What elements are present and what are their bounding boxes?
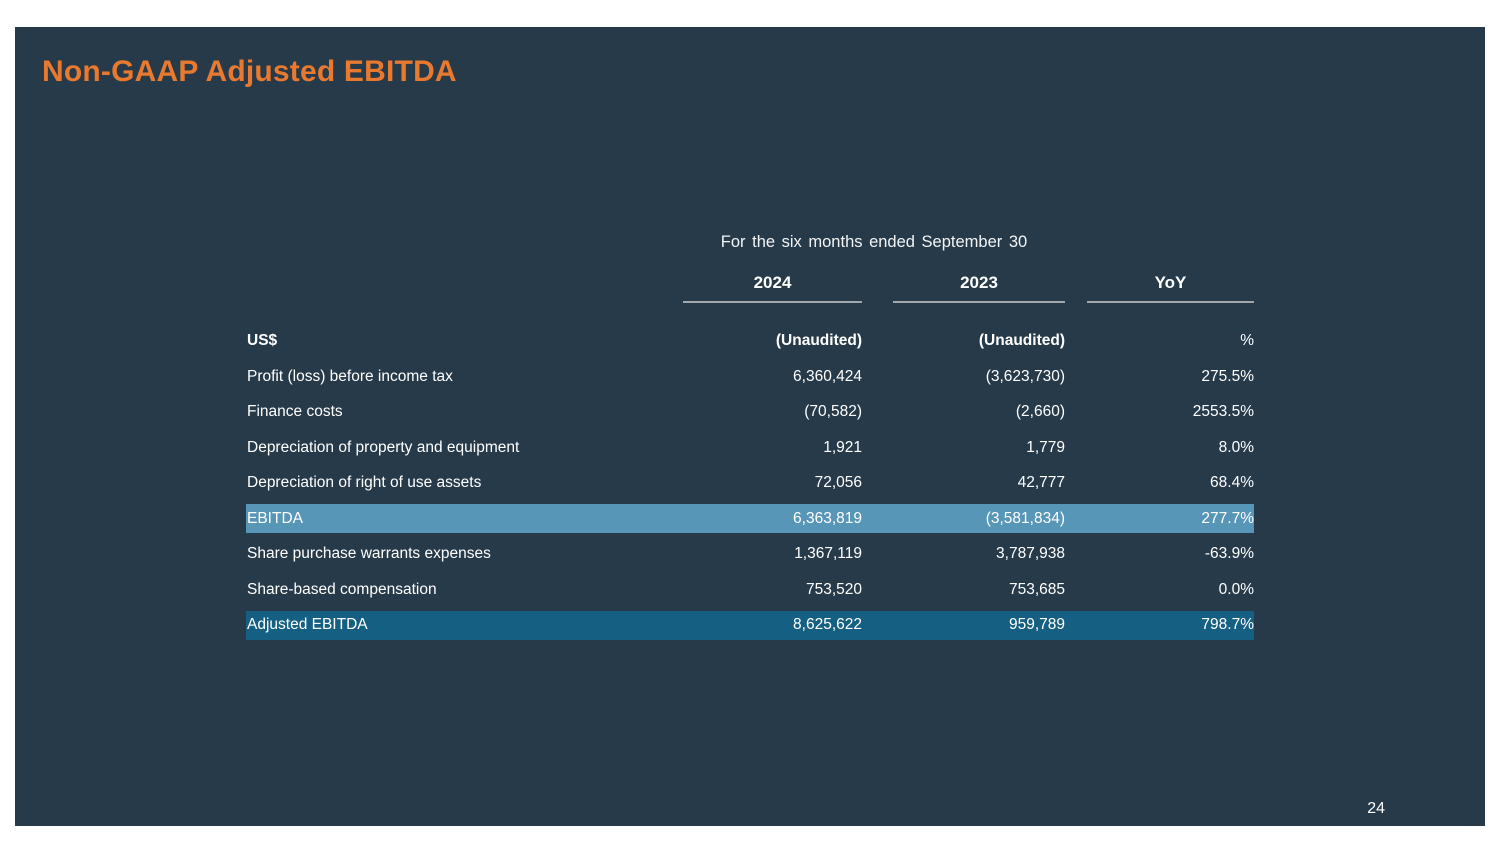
table-row: Share-based compensation 753,520 753,685… xyxy=(246,572,1254,608)
unaudited-note-2024: (Unaudited) xyxy=(775,332,862,349)
value-2024: 8,625,622 xyxy=(793,616,862,634)
row-label: EBITDA xyxy=(247,509,303,527)
value-2024: 753,520 xyxy=(805,580,862,598)
value-yoy: 277.7% xyxy=(1201,509,1254,527)
column-header-yoy: YoY xyxy=(1087,273,1254,303)
yoy-unit: % xyxy=(1240,332,1254,349)
value-2024: 6,363,819 xyxy=(793,509,862,527)
value-2024: (70,582) xyxy=(804,403,862,421)
value-2023: (2,660) xyxy=(1015,403,1065,421)
value-2023: 753,685 xyxy=(1008,580,1065,598)
row-label: Depreciation of property and equipment xyxy=(247,438,520,456)
value-yoy: 68.4% xyxy=(1210,474,1254,492)
value-yoy: 275.5% xyxy=(1201,367,1254,385)
currency-label: US$ xyxy=(247,332,278,349)
value-yoy: 798.7% xyxy=(1201,616,1254,634)
table-row: Depreciation of property and equipment 1… xyxy=(246,430,1254,466)
value-yoy: -63.9% xyxy=(1204,545,1254,563)
value-2023: (3,581,834) xyxy=(985,509,1065,527)
value-yoy: 0.0% xyxy=(1218,580,1254,598)
column-header-row: 2024 2023 YoY xyxy=(246,273,1254,303)
ebitda-table: For the six months ended September 30 20… xyxy=(246,229,1254,643)
row-label: Finance costs xyxy=(247,403,343,421)
value-2024: 1,367,119 xyxy=(794,545,862,563)
table-body: Profit (loss) before income tax 6,360,42… xyxy=(246,359,1254,640)
row-label: Adjusted EBITDA xyxy=(247,616,368,634)
column-header-2023: 2023 xyxy=(893,273,1065,303)
value-2024: 1,921 xyxy=(823,438,862,456)
slide-title: Non-GAAP Adjusted EBITDA xyxy=(42,55,457,88)
unaudited-note-2023: (Unaudited) xyxy=(978,332,1065,349)
table-row: Depreciation of right of use assets 72,0… xyxy=(246,466,1254,502)
value-2024: 72,056 xyxy=(814,474,862,492)
table-row-adjusted-ebitda-highlight: Adjusted EBITDA 8,625,622 959,789 798.7% xyxy=(246,610,1254,640)
table-row: Share purchase warrants expenses 1,367,1… xyxy=(246,537,1254,573)
table-row-ebitda-highlight: EBITDA 6,363,819 (3,581,834) 277.7% xyxy=(246,504,1254,534)
value-2023: 1,779 xyxy=(1026,438,1065,456)
row-label: Share purchase warrants expenses xyxy=(247,545,491,563)
value-2023: 3,787,938 xyxy=(996,545,1065,563)
period-header: For the six months ended September 30 xyxy=(720,232,1028,251)
value-2023: 42,777 xyxy=(1017,474,1065,492)
row-label: Profit (loss) before income tax xyxy=(247,367,453,385)
row-label: Share-based compensation xyxy=(247,580,437,598)
row-label: Depreciation of right of use assets xyxy=(247,474,482,492)
page-number: 24 xyxy=(1367,800,1385,817)
table-row: Finance costs (70,582) (2,660) 2553.5% xyxy=(246,395,1254,431)
period-header-row: For the six months ended September 30 xyxy=(246,229,1254,255)
value-yoy: 8.0% xyxy=(1218,438,1254,456)
value-2023: (3,623,730) xyxy=(985,367,1065,385)
column-header-2024: 2024 xyxy=(683,273,862,303)
table-subheader-row: US$ (Unaudited) (Unaudited) % xyxy=(246,327,1254,355)
table-row: Profit (loss) before income tax 6,360,42… xyxy=(246,359,1254,395)
slide: Non-GAAP Adjusted EBITDA For the six mon… xyxy=(15,27,1485,826)
value-yoy: 2553.5% xyxy=(1192,403,1254,421)
value-2023: 959,789 xyxy=(1008,616,1065,634)
value-2024: 6,360,424 xyxy=(793,367,862,385)
